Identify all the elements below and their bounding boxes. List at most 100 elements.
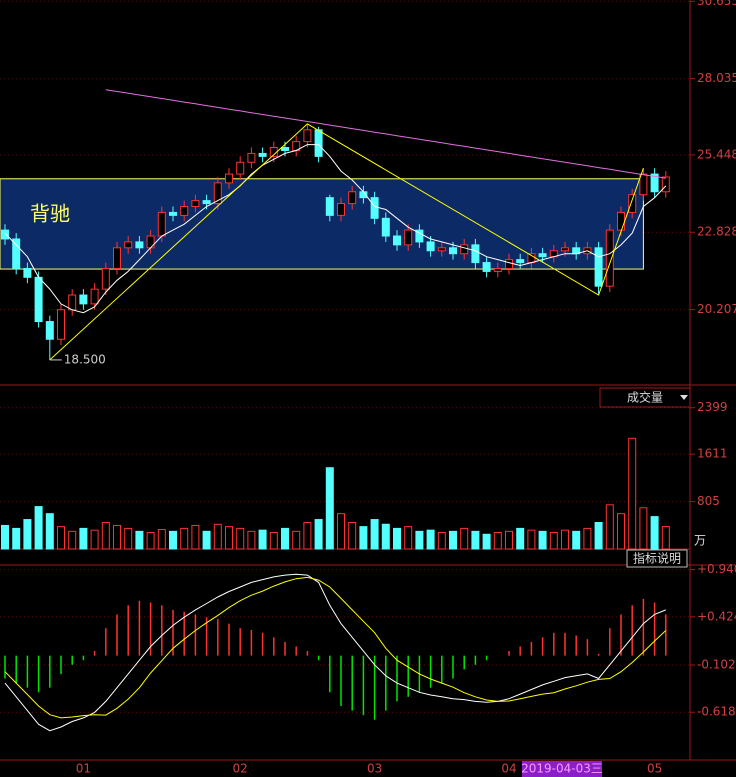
volume-bar [594, 522, 603, 550]
candle-body [236, 161, 245, 175]
volume-bar [79, 527, 88, 550]
macd-line [4, 576, 667, 719]
candle-body [460, 244, 469, 255]
candle-body [213, 182, 222, 205]
candle-body [314, 129, 323, 157]
volume-bar [449, 530, 457, 550]
volume-bar [460, 527, 469, 550]
y-tick-label: 805 [697, 494, 720, 508]
volume-bar [628, 437, 637, 550]
volume-bar [516, 527, 525, 550]
volume-bar [281, 527, 289, 550]
dropdown-arrow[interactable] [680, 395, 688, 400]
y-tick-label: 25.448 [697, 147, 736, 161]
volume-bar [169, 530, 177, 550]
volume-bar [650, 516, 659, 550]
volume-selector-box[interactable] [599, 387, 691, 408]
candle-body [628, 194, 637, 213]
volume-bar [213, 523, 222, 550]
candle-body [281, 147, 289, 151]
volume-bar [34, 506, 43, 550]
back-layer [0, 0, 690, 713]
candle-body [370, 197, 379, 219]
volume-bar [314, 519, 323, 550]
x-tick-label: 05 [647, 762, 662, 776]
x-tick-label: 04 [501, 762, 516, 776]
volume-bar [23, 519, 32, 550]
candle-body [650, 173, 659, 193]
volume-bar [157, 529, 166, 550]
candle-body [45, 321, 54, 340]
candle-body [101, 267, 110, 290]
volume-bar [437, 532, 446, 550]
candle-body [561, 247, 569, 252]
volume-bar [337, 513, 345, 550]
divergence-label: 背驰 [30, 201, 70, 225]
volume-bar [269, 532, 278, 550]
volume-bar [135, 530, 144, 550]
x-tick-label: 03 [367, 762, 382, 776]
volume-bar [348, 522, 357, 550]
volume-bar [359, 526, 368, 550]
volume-selector[interactable]: 成交量 [599, 387, 691, 408]
volume-bar [57, 526, 65, 550]
candle-body [437, 247, 446, 252]
y-tick-label: -0.618 [697, 705, 736, 719]
volume-bar [393, 527, 401, 550]
volume-unit: 万 [694, 534, 706, 548]
indicator-help[interactable]: 指标说明 [626, 549, 688, 568]
candle-body [157, 211, 166, 237]
volume-bar [325, 467, 334, 550]
candle-body [146, 235, 155, 249]
volume-bar [225, 526, 233, 550]
x-tick-label: 02 [233, 762, 248, 776]
candle-body [57, 309, 65, 340]
volume-bar [549, 532, 558, 550]
volume-bar [527, 529, 536, 550]
candle-body [113, 247, 121, 269]
y-tick-label: +0.424 [697, 609, 736, 623]
volume-bar [505, 530, 513, 550]
volume-bar [639, 507, 648, 550]
volume-bar [415, 530, 424, 550]
candle-body [225, 173, 233, 184]
candle-body [303, 129, 312, 143]
volume-bar [202, 530, 211, 550]
volume-bar [572, 530, 581, 550]
candle-body [34, 276, 43, 323]
volume-bar [180, 527, 189, 550]
volume-bar [247, 530, 256, 550]
volume-bar [303, 522, 312, 550]
volume-bar [1, 524, 9, 550]
y-tick-label: 1611 [697, 447, 728, 461]
candle-body [404, 229, 413, 246]
indicator-help-box[interactable] [626, 549, 688, 568]
y-tick-label: -0.102 [697, 657, 736, 671]
cursor-date-box [522, 761, 602, 777]
moving-average [4, 144, 667, 314]
volume-bar [113, 524, 121, 550]
candle-body [180, 206, 189, 216]
y-tick-label: 22.828 [697, 225, 736, 239]
candle-body [516, 259, 525, 264]
candle-body [415, 229, 424, 243]
moving-average [105, 89, 666, 179]
divergence-box [0, 178, 644, 270]
candle-body [449, 247, 457, 255]
volume-bar [45, 513, 54, 550]
candle-body [258, 152, 267, 157]
volume-bar [561, 529, 569, 550]
volume-bar [124, 527, 133, 550]
volume-bar [605, 504, 614, 550]
indicator-help-label[interactable]: 指标说明 [633, 551, 681, 566]
volume-bar [370, 519, 379, 550]
candle-body [79, 294, 88, 305]
volume-title[interactable]: 成交量 [627, 390, 663, 405]
candle-body [90, 288, 99, 305]
macd-line [4, 573, 666, 732]
volume-bar [538, 530, 547, 550]
candle-body [594, 247, 603, 287]
candle-body [1, 229, 9, 240]
